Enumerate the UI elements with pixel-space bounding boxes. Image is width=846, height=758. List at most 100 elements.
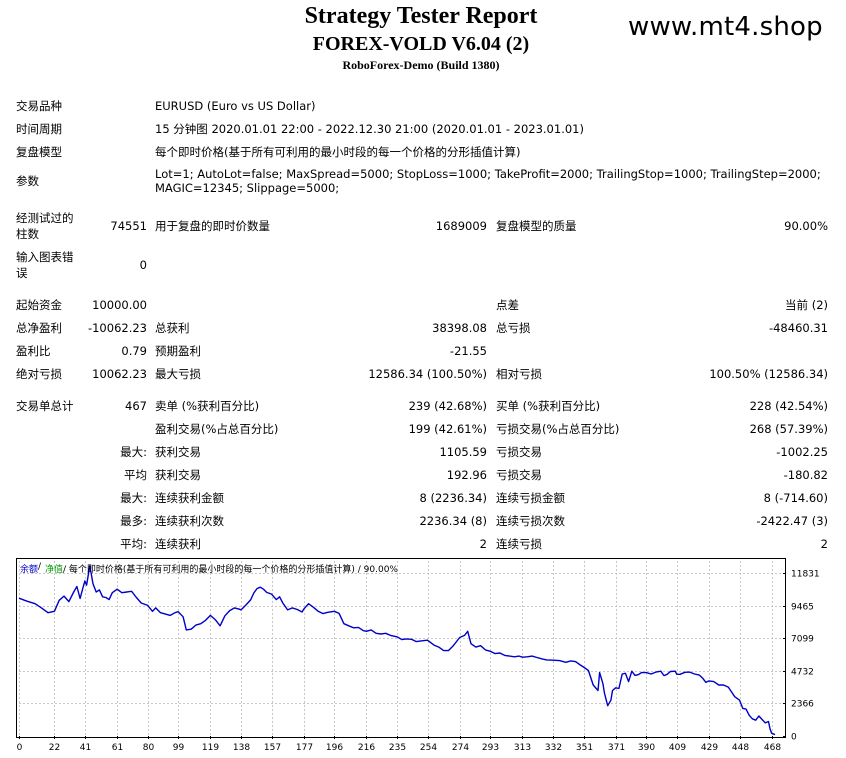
short-positions-label: 卖单 (%获利百分比) bbox=[155, 399, 260, 413]
long-positions-label: 买单 (%获利百分比) bbox=[496, 399, 601, 413]
report-title: Strategy Tester Report bbox=[304, 3, 538, 29]
bars-label-line-2: 柱数 bbox=[16, 227, 39, 241]
period-label: 时间周期 bbox=[16, 122, 62, 136]
average-consecutive-losses-value: 2 bbox=[820, 537, 828, 551]
max-consecutive-losses-value: 8 (-714.60) bbox=[763, 491, 828, 505]
maximal-consecutive-losses-label: 连续亏损次数 bbox=[496, 514, 565, 528]
net-profit-value: -10062.23 bbox=[87, 321, 147, 335]
modelling-quality-value: 90.00% bbox=[784, 219, 828, 233]
max-consecutive-wins-label: 连续获利金额 bbox=[155, 491, 224, 505]
x-tick-label: 0 bbox=[17, 743, 23, 753]
average-prefix: 平均 bbox=[124, 468, 147, 482]
profit-factor-value: 0.79 bbox=[121, 344, 147, 358]
modelling-quality-label: 复盘模型的质量 bbox=[496, 219, 577, 233]
loss-trades-value: 268 (57.39%) bbox=[749, 422, 828, 436]
maximal-consecutive-wins-value: 2236.34 (8) bbox=[419, 514, 487, 528]
relative-drawdown-label: 相对亏损 bbox=[496, 367, 542, 381]
average-profit-label: 获利交易 bbox=[155, 468, 201, 482]
y-tick-label: 11831 bbox=[791, 570, 820, 580]
x-tick-label: 157 bbox=[264, 743, 281, 753]
x-tick-label: 138 bbox=[233, 743, 250, 753]
total-trades-value: 467 bbox=[125, 399, 147, 413]
x-tick-label: 351 bbox=[576, 743, 593, 753]
max-consecutive-prefix: 最大: bbox=[120, 491, 147, 505]
x-tick-label: 409 bbox=[669, 743, 686, 753]
spread-value: 当前 (2) bbox=[785, 298, 828, 312]
ticks-label: 用于复盘的即时价数量 bbox=[155, 219, 270, 233]
chart-frame bbox=[16, 558, 786, 738]
legend-model-info: / 每个即时价格(基于所有可利用的最小时段的每一个价格的分形插值计算) / 90… bbox=[63, 565, 398, 575]
symbol-value: EURUSD (Euro vs US Dollar) bbox=[155, 99, 316, 113]
maximal-consecutive-losses-value: -2422.47 (3) bbox=[756, 514, 828, 528]
maximal-drawdown-label: 最大亏损 bbox=[155, 367, 201, 381]
expected-payoff-value: -21.55 bbox=[449, 344, 487, 358]
y-tick-label: 9465 bbox=[791, 603, 814, 613]
gross-profit-label: 总获利 bbox=[155, 321, 190, 335]
profit-trades-label: 盈利交易(%占总百分比) bbox=[155, 422, 279, 436]
long-positions-value: 228 (42.54%) bbox=[749, 399, 828, 413]
largest-profit-value: 1105.59 bbox=[439, 445, 487, 459]
watermark-text: www.mt4.shop bbox=[628, 12, 823, 42]
x-tick-label: 448 bbox=[732, 743, 749, 753]
maximal-drawdown-value: 12586.34 (100.50%) bbox=[368, 367, 487, 381]
profit-factor-label: 盈利比 bbox=[16, 344, 51, 358]
average-consecutive-losses-label: 连续亏损 bbox=[496, 537, 542, 551]
balance-series-line bbox=[18, 565, 776, 736]
gross-loss-value: -48460.31 bbox=[768, 321, 828, 335]
average-loss-value: -180.82 bbox=[783, 468, 828, 482]
maximal-consecutive-wins-label: 连续获利次数 bbox=[155, 514, 224, 528]
x-tick-label: 80 bbox=[143, 743, 155, 753]
y-tick-label: 4732 bbox=[791, 668, 814, 678]
largest-profit-label: 获利交易 bbox=[155, 445, 201, 459]
largest-loss-value: -1002.25 bbox=[776, 445, 828, 459]
profit-trades-value: 199 (42.61%) bbox=[408, 422, 487, 436]
model-value: 每个即时价格(基于所有可利用的最小时段的每一个价格的分形插值计算) bbox=[155, 145, 521, 159]
average-consecutive-prefix: 平均: bbox=[120, 537, 147, 551]
expected-payoff-label: 预期盈利 bbox=[155, 344, 201, 358]
x-tick-label: 61 bbox=[112, 743, 123, 753]
x-tick-label: 177 bbox=[296, 743, 313, 753]
x-tick-label: 99 bbox=[173, 743, 185, 753]
symbol-label: 交易品种 bbox=[16, 99, 62, 113]
x-tick-label: 254 bbox=[420, 743, 437, 753]
params-line-2: MAGIC=12345; Slippage=5000; bbox=[155, 181, 340, 195]
x-axis-ticks: 0 22 41 61 80 99 119 138 157 177 196 216 235 254 274 29… bbox=[17, 736, 781, 753]
y-tick-label: 7099 bbox=[791, 635, 814, 645]
errors-value: 0 bbox=[139, 258, 147, 272]
model-label: 复盘模型 bbox=[16, 145, 62, 159]
errors-label-line-1: 输入图表错 bbox=[16, 250, 74, 264]
max-consecutive-wins-value: 8 (2236.34) bbox=[419, 491, 487, 505]
x-tick-label: 429 bbox=[701, 743, 718, 753]
average-consecutive-wins-label: 连续获利 bbox=[155, 537, 201, 551]
average-profit-value: 192.96 bbox=[446, 468, 487, 482]
y-tick-label: 2366 bbox=[791, 700, 814, 710]
x-tick-label: 274 bbox=[452, 743, 469, 753]
max-consecutive-losses-label: 连续亏损金额 bbox=[496, 491, 565, 505]
x-tick-label: 332 bbox=[545, 743, 562, 753]
deposit-label: 起始资金 bbox=[16, 298, 62, 312]
x-tick-label: 390 bbox=[638, 743, 655, 753]
gross-profit-value: 38398.08 bbox=[432, 321, 487, 335]
maximal-consecutive-prefix: 最多: bbox=[120, 514, 147, 528]
x-tick-label: 293 bbox=[482, 743, 499, 753]
spread-label: 点差 bbox=[496, 298, 519, 312]
legend-equity: 净值 bbox=[45, 565, 64, 575]
errors-label-line-2: 误 bbox=[16, 266, 28, 280]
y-tick-label: 0 bbox=[791, 733, 797, 743]
y-axis-ticks: 0 2366 4732 7099 9465 11831 bbox=[783, 570, 820, 743]
bars-label-line-1: 经测试过的 bbox=[16, 211, 74, 225]
x-tick-label: 235 bbox=[389, 743, 406, 753]
average-loss-label: 亏损交易 bbox=[496, 468, 542, 482]
gross-loss-label: 总亏损 bbox=[496, 321, 531, 335]
relative-drawdown-value: 100.50% (12586.34) bbox=[709, 367, 828, 381]
x-tick-label: 22 bbox=[49, 743, 60, 753]
average-consecutive-wins-value: 2 bbox=[479, 537, 487, 551]
largest-loss-label: 亏损交易 bbox=[496, 445, 542, 459]
largest-prefix: 最大: bbox=[120, 445, 147, 459]
x-tick-label: 216 bbox=[358, 743, 375, 753]
bars-value: 74551 bbox=[110, 219, 147, 233]
absolute-drawdown-label: 绝对亏损 bbox=[16, 367, 62, 381]
params-label: 参数 bbox=[16, 174, 39, 188]
params-line-1: Lot=1; AutoLot=false; MaxSpread=5000; St… bbox=[155, 167, 821, 181]
x-tick-label: 119 bbox=[202, 743, 219, 753]
